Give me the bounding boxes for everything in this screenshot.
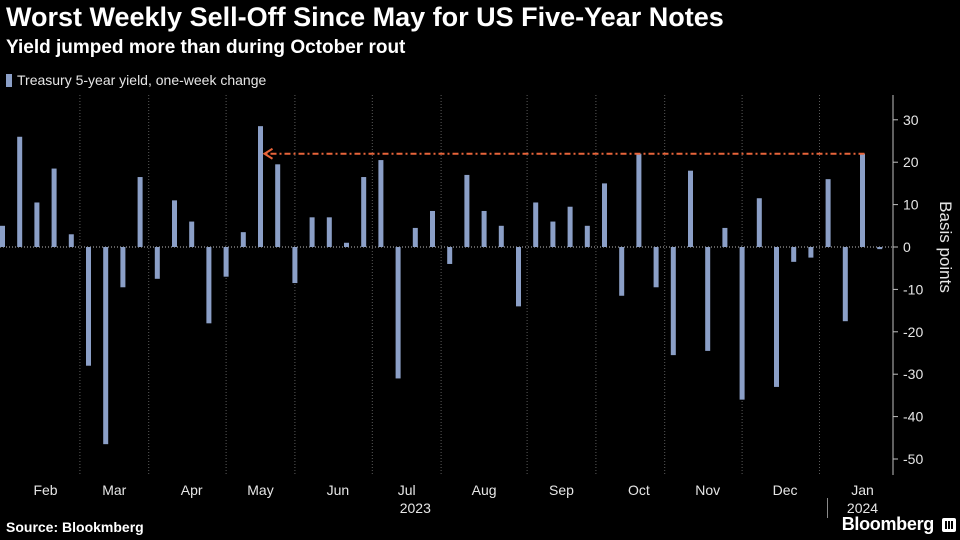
- bar: [481, 210, 487, 247]
- y-tick-label: 20: [903, 154, 919, 170]
- x-tick-label: May: [247, 482, 273, 498]
- bar: [550, 221, 556, 247]
- bar: [825, 179, 831, 247]
- bar: [860, 153, 865, 247]
- x-tick-label: Dec: [773, 482, 798, 498]
- bar: [0, 225, 5, 247]
- bar: [17, 136, 23, 247]
- bar: [688, 170, 693, 247]
- bar: [516, 247, 521, 307]
- bar: [791, 247, 797, 262]
- bar: [602, 183, 607, 247]
- x-tick-label: Nov: [695, 482, 720, 498]
- bar: [154, 247, 160, 279]
- bar: [309, 217, 315, 247]
- bar: [240, 232, 246, 247]
- y-tick-label: 30: [903, 112, 919, 128]
- bar: [103, 247, 109, 445]
- bar: [189, 221, 195, 247]
- bar: [774, 247, 779, 387]
- bar: [172, 200, 177, 247]
- bar: [636, 153, 642, 247]
- bar: [137, 177, 143, 247]
- x-tick-label: Feb: [33, 482, 57, 498]
- bar: [705, 247, 711, 351]
- x-tick-label: Oct: [628, 482, 650, 498]
- bar: [464, 174, 470, 247]
- y-tick-label: -40: [903, 409, 923, 425]
- y-tick-label: 0: [903, 239, 911, 255]
- bar: [430, 210, 435, 247]
- y-tick-label: -20: [903, 324, 923, 340]
- chart-subtitle: Yield jumped more than during October ro…: [6, 37, 406, 58]
- year-label: 2024: [847, 500, 878, 516]
- bar: [275, 164, 281, 247]
- bar: [395, 247, 401, 379]
- bar: [619, 247, 625, 296]
- bar: [326, 217, 332, 247]
- bar: [68, 234, 74, 247]
- bar: [653, 247, 659, 288]
- year-label: 2023: [400, 500, 431, 516]
- legend-label: Treasury 5-year yield, one-week change: [17, 72, 267, 88]
- y-tick-label: -50: [903, 451, 923, 467]
- x-tick-label: Sep: [549, 482, 574, 498]
- annotation-arrowhead: [262, 147, 274, 160]
- bar: [361, 177, 367, 247]
- x-tick-label: Aug: [472, 482, 497, 498]
- bar: [86, 247, 91, 366]
- bar: [223, 247, 229, 277]
- bar: [533, 202, 539, 247]
- legend-swatch: [6, 73, 12, 87]
- bar: [378, 160, 384, 247]
- bar: [498, 225, 504, 247]
- chart-title: Worst Weekly Sell-Off Since May for US F…: [6, 2, 724, 32]
- bar: [120, 247, 126, 288]
- bar: [292, 247, 298, 284]
- bloomberg-terminal-icon: [942, 518, 956, 532]
- bar: [756, 198, 762, 247]
- bar: [206, 247, 212, 324]
- source-note: Source: Blookmberg: [6, 519, 144, 535]
- y-tick-label: -30: [903, 366, 923, 382]
- x-tick-label: Jul: [398, 482, 416, 498]
- bar: [567, 206, 573, 247]
- x-tick-label: Jun: [327, 482, 350, 498]
- y-tick-label: 10: [903, 197, 919, 213]
- bar: [34, 202, 40, 247]
- bar: [842, 247, 848, 322]
- x-tick-label: Jan: [851, 482, 874, 498]
- x-tick-label: Apr: [181, 482, 203, 498]
- bar: [258, 126, 263, 247]
- bar: [584, 225, 590, 247]
- bar: [739, 247, 745, 400]
- bar: [344, 242, 349, 247]
- bar: [412, 227, 418, 247]
- brand-logo: Bloomberg: [841, 514, 935, 534]
- y-axis-title: Basis points: [936, 201, 955, 293]
- bar: [722, 227, 728, 247]
- bar: [447, 247, 453, 264]
- bar: [670, 247, 676, 356]
- bar: [877, 247, 883, 250]
- y-tick-label: -10: [903, 281, 923, 297]
- legend: Treasury 5-year yield, one-week change: [6, 72, 266, 88]
- bar: [51, 168, 57, 247]
- bar: [808, 247, 814, 258]
- x-tick-label: Mar: [102, 482, 126, 498]
